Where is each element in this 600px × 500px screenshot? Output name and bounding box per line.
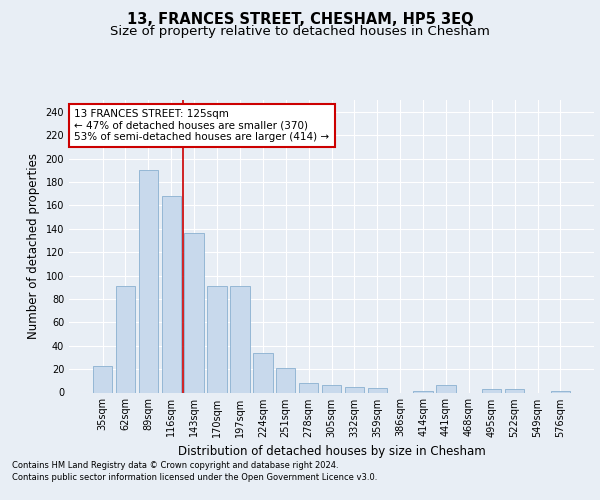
Bar	[276, 368, 295, 392]
Bar	[230, 286, 250, 393]
Text: Contains public sector information licensed under the Open Government Licence v3: Contains public sector information licen…	[12, 474, 377, 482]
Text: 13, FRANCES STREET, CHESHAM, HP5 3EQ: 13, FRANCES STREET, CHESHAM, HP5 3EQ	[127, 12, 473, 28]
Bar	[505, 389, 524, 392]
Bar	[253, 352, 272, 393]
Bar	[116, 286, 135, 393]
Text: Contains HM Land Registry data © Crown copyright and database right 2024.: Contains HM Land Registry data © Crown c…	[12, 461, 338, 470]
Text: 13 FRANCES STREET: 125sqm
← 47% of detached houses are smaller (370)
53% of semi: 13 FRANCES STREET: 125sqm ← 47% of detac…	[74, 109, 329, 142]
Bar	[344, 386, 364, 392]
Bar	[322, 386, 341, 392]
Bar	[93, 366, 112, 392]
X-axis label: Distribution of detached houses by size in Chesham: Distribution of detached houses by size …	[178, 445, 485, 458]
Bar	[436, 386, 455, 392]
Bar	[368, 388, 387, 392]
Bar	[208, 286, 227, 393]
Y-axis label: Number of detached properties: Number of detached properties	[27, 153, 40, 340]
Bar	[161, 196, 181, 392]
Bar	[482, 389, 502, 392]
Bar	[299, 383, 319, 392]
Bar	[139, 170, 158, 392]
Text: Size of property relative to detached houses in Chesham: Size of property relative to detached ho…	[110, 25, 490, 38]
Bar	[184, 234, 204, 392]
